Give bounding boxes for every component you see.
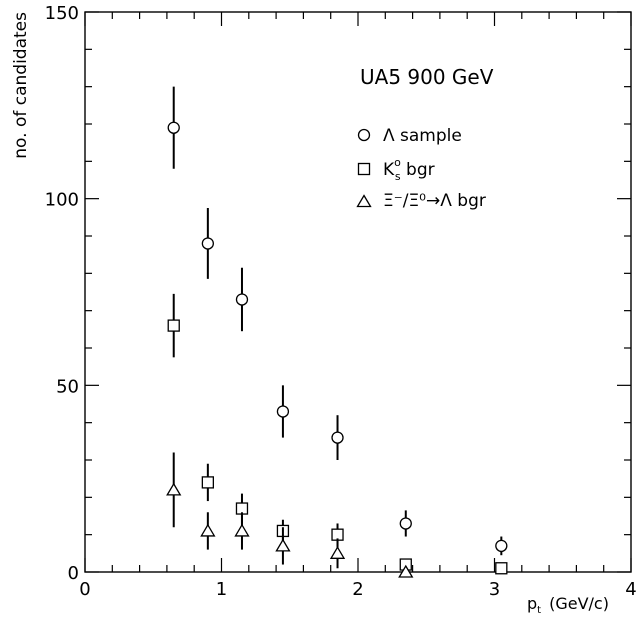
triangle-point	[166, 482, 182, 496]
y-axis-label: no. of candidates	[11, 12, 31, 159]
legend-label-xi: Ξ⁻/Ξ⁰→Λ bgr	[383, 191, 486, 211]
chart-title: UA5 900 GeV	[360, 65, 494, 89]
x-tick-label: 4	[625, 579, 636, 600]
circle-point	[399, 517, 412, 530]
circle-point	[495, 539, 508, 553]
triangle-point	[275, 538, 291, 552]
triangle-point	[398, 564, 414, 578]
square-point	[167, 319, 180, 332]
x-tick-label: 0	[79, 579, 90, 600]
x-axis-label: pt (GeV/c)	[527, 594, 609, 616]
triangle-point	[329, 546, 346, 559]
axis-ticks	[84, 11, 632, 573]
legend-label-k0s: Ko s bgr	[383, 156, 435, 183]
square-point	[495, 562, 508, 575]
circle-point	[276, 405, 290, 418]
data-marks	[166, 86, 508, 578]
legend-circle-marker	[357, 128, 371, 142]
y-tick-label: 0	[68, 563, 79, 584]
axis-tick-labels: 0 1 2 3 4 0 50 100 150	[45, 3, 637, 600]
circle-point	[167, 121, 180, 134]
legend-entry-xi: Ξ⁻/Ξ⁰→Λ bgr	[356, 191, 486, 211]
legend-square-marker	[357, 162, 371, 176]
series-triangle	[166, 452, 414, 578]
legend-entry-lambda: Λ sample	[357, 126, 462, 146]
legend: Λ sample Ko s bgr Ξ⁻/Ξ⁰→Λ bgr	[356, 126, 486, 211]
y-tick-label: 50	[56, 376, 79, 397]
circle-point	[235, 293, 249, 306]
circle-point	[331, 431, 344, 444]
series-circle	[167, 86, 508, 556]
triangle-point	[200, 523, 216, 537]
legend-label-lambda: Λ sample	[383, 126, 462, 146]
y-tick-label: 150	[45, 3, 79, 24]
circle-point	[201, 237, 215, 250]
legend-entry-k0s: Ko s bgr	[357, 156, 435, 183]
legend-triangle-marker	[356, 194, 372, 208]
y-tick-label: 100	[45, 190, 79, 211]
series-square	[167, 293, 508, 575]
triangle-point	[234, 523, 250, 537]
x-tick-label: 2	[352, 579, 363, 600]
x-tick-label: 1	[216, 579, 227, 600]
plot-frame	[84, 11, 632, 573]
square-point	[201, 476, 215, 489]
x-tick-label: 3	[489, 579, 500, 600]
